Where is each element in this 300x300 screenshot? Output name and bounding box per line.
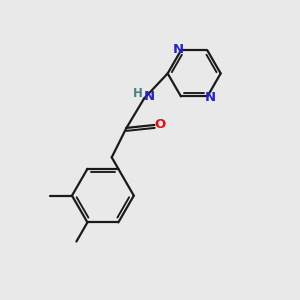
Text: O: O: [154, 118, 165, 131]
Text: N: N: [172, 43, 184, 56]
Text: N: N: [205, 92, 216, 104]
Text: N: N: [144, 91, 155, 103]
Text: H: H: [133, 87, 142, 100]
